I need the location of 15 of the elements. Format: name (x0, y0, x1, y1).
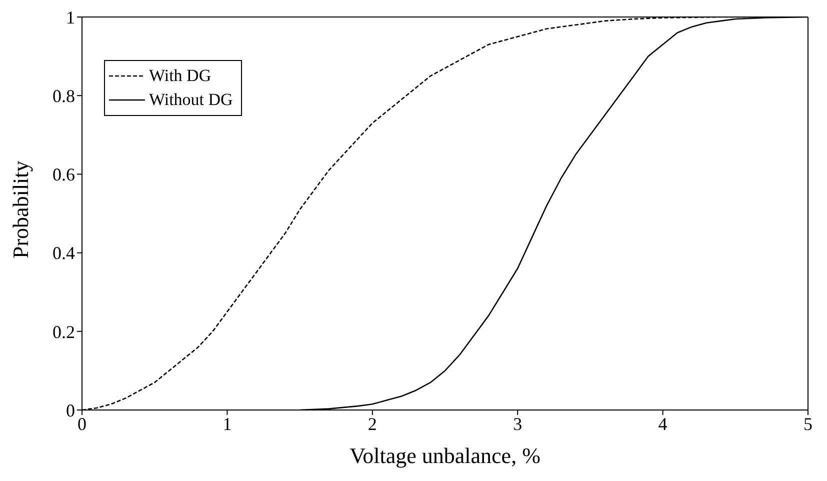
legend-label: With DG (149, 65, 212, 87)
y-tick-label: 0.4 (52, 243, 75, 264)
legend-label: Without DG (149, 89, 233, 111)
x-tick-label: 2 (368, 414, 377, 434)
y-tick-label: 0.6 (52, 164, 75, 185)
y-tick-label: 0.8 (52, 86, 75, 106)
x-tick-label: 1 (222, 414, 232, 434)
x-tick-label: 4 (658, 414, 668, 434)
y-tick-label: 0.2 (52, 322, 75, 342)
y-axis-title: Probability (8, 160, 33, 258)
x-tick-label: 5 (804, 414, 812, 434)
y-tick-label: 0 (66, 400, 75, 420)
x-axis-title: Voltage unbalance, % (350, 443, 540, 468)
x-tick-label: 3 (513, 414, 522, 434)
y-tick-label: 1 (66, 7, 75, 28)
